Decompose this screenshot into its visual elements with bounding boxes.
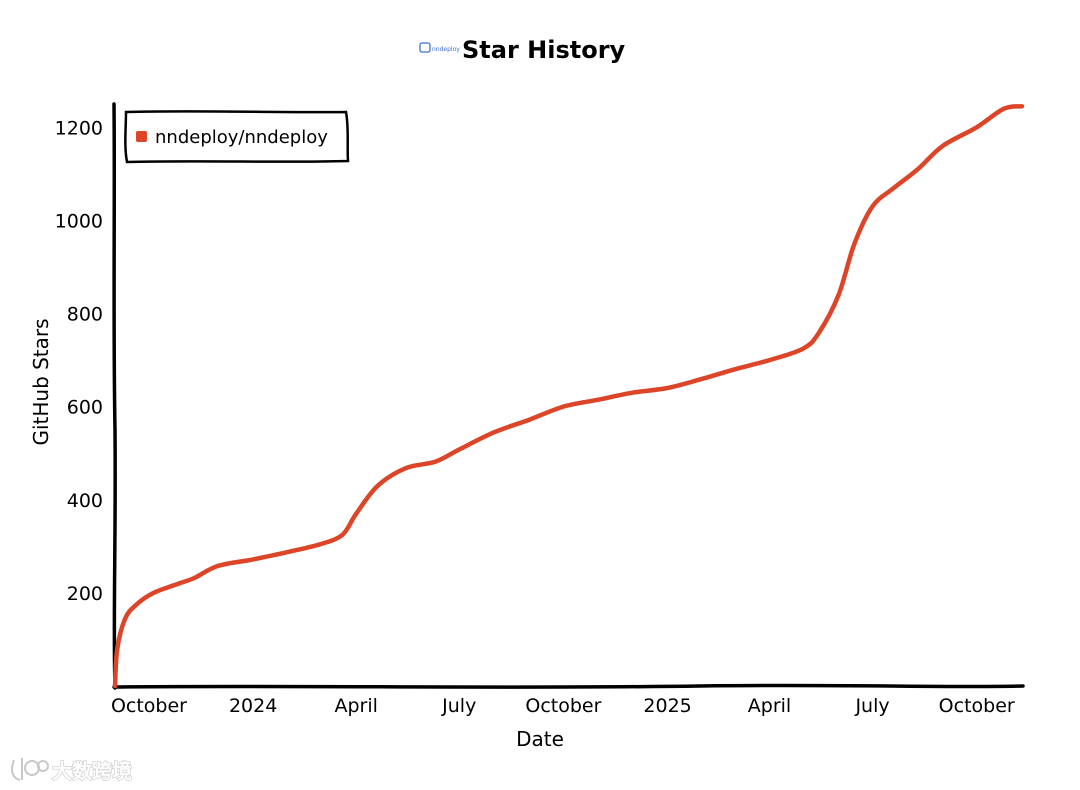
x-tick-label: 2024 — [229, 695, 277, 717]
legend-box — [124, 110, 350, 164]
y-tick-label: 1200 — [55, 117, 103, 139]
x-tick-label: July — [854, 695, 889, 717]
nndeploy-logo: nndeploy — [419, 42, 460, 53]
logo-label: nndeploy — [432, 46, 460, 53]
y-tick-label: 800 — [67, 304, 103, 326]
y-tick-labels: 200 400 600 800 1000 1200 — [55, 117, 103, 605]
y-tick-label: 200 — [67, 583, 103, 605]
chart-title: Star History — [462, 36, 626, 64]
x-tick-labels: October 2024 April July October 2025 April July… — [111, 695, 1015, 717]
legend: nndeploy/nndeploy — [124, 110, 350, 164]
watermark-logo — [11, 758, 49, 781]
x-tick-label: October — [525, 695, 601, 717]
x-tick-label: October — [939, 695, 1015, 717]
x-axis-line — [112, 683, 1025, 689]
y-tick-label: 1000 — [55, 210, 103, 232]
watermark-text: 大数跨境 — [52, 759, 132, 783]
x-tick-label: April — [334, 695, 377, 717]
x-axis-title: Date — [516, 727, 564, 751]
chart-title-group: nndeploy Star History — [419, 36, 626, 64]
legend-label: nndeploy/nndeploy — [155, 127, 328, 148]
legend-swatch — [136, 131, 147, 142]
x-tick-label: April — [748, 695, 791, 717]
series-line-nndeploy — [112, 104, 1025, 689]
x-tick-label: July — [441, 695, 476, 717]
y-axis-title: GitHub Stars — [29, 318, 53, 445]
x-tick-label: 2025 — [643, 695, 691, 717]
y-tick-label: 400 — [67, 490, 103, 512]
y-axis-line — [112, 102, 117, 690]
watermark: 大数跨境 — [11, 758, 133, 784]
x-tick-label: October — [111, 695, 187, 717]
y-tick-label: 600 — [67, 397, 103, 419]
